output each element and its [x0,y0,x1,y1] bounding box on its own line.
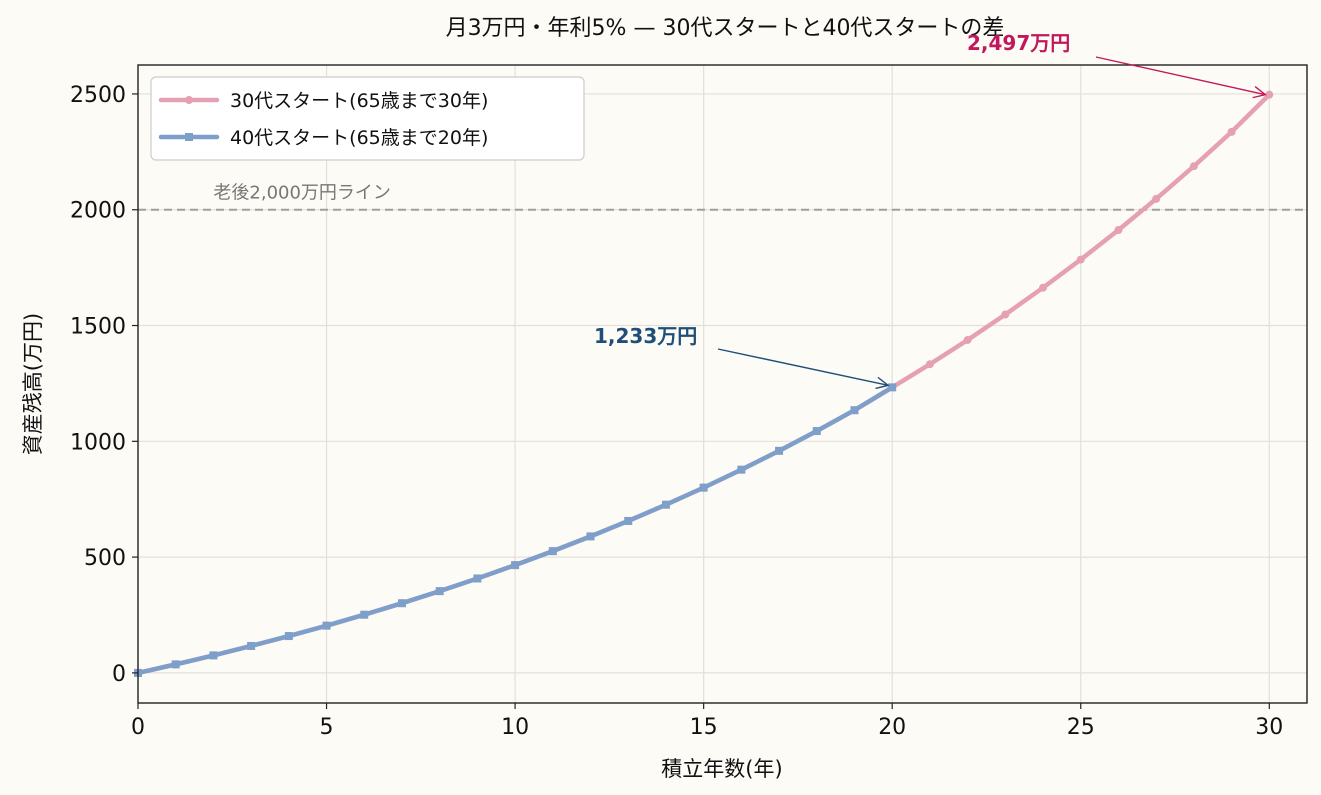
x-tick-label: 20 [878,715,906,740]
annotation-arrow-40s [717,348,889,387]
series-point-0 [1189,162,1198,171]
series-point-1 [284,632,293,641]
series-point-1 [360,610,369,619]
series-point-0 [1265,90,1274,99]
series-point-0 [1152,194,1161,203]
series-point-0 [1227,127,1236,136]
series-point-0 [1039,283,1048,292]
y-tick-label: 2500 [70,83,126,108]
x-tick-label: 5 [320,715,334,740]
series-point-1 [586,532,595,541]
series-point-1 [699,483,708,492]
x-axis-ticks: 0 5 10 15 20 25 30 [131,703,1283,740]
legend-swatch-marker-40s [185,133,193,141]
series-point-1 [661,500,670,509]
chart-title: 月3万円・年利5% — 30代スタートと40代スタートの差 [446,16,1005,41]
annotation-arrow-30s-head [1252,86,1267,99]
reference-line-group: 老後2,000万円ライン [138,183,1307,211]
series-point-1 [473,574,482,583]
legend-box [150,76,585,161]
series-point-1 [435,587,444,596]
series-point-1 [397,599,406,608]
series-point-1 [775,446,784,455]
series-point-1 [548,547,557,556]
annotation-arrow-30s [1095,56,1266,96]
annotation-40s-final: 1,233万円 [594,324,697,348]
y-tick-label: 500 [84,546,126,571]
series-point-1 [511,561,520,570]
y-axis-label: 資産残高(万円) [21,313,45,455]
series-point-1 [737,465,746,474]
legend: 30代スタート(65歳まで30年) 40代スタート(65歳まで20年) [150,76,585,161]
plot-frame [137,64,1308,704]
series-point-0 [925,360,934,369]
legend-swatch-marker-30s [185,96,193,104]
series-point-1 [322,621,331,630]
annotation-30s-final: 2,497万円 [967,31,1070,55]
legend-label-40s: 40代スタート(65歳まで20年) [230,127,488,149]
y-tick-label: 0 [112,662,126,687]
y-tick-label: 1500 [70,315,126,340]
annotation-arrow-40s-head [875,376,890,390]
x-tick-label: 10 [501,715,529,740]
series-point-1 [247,641,256,650]
series-point-1 [850,406,859,415]
series-point-0 [1001,310,1010,319]
series-point-1 [209,651,218,660]
series-point-1 [812,427,821,436]
series-point-0 [1114,226,1123,234]
series-point-0 [1076,255,1085,264]
x-axis-label: 積立年数(年) [661,757,782,781]
x-tick-label: 15 [690,715,718,740]
y-tick-label: 2000 [70,199,126,224]
x-tick-label: 30 [1255,715,1283,740]
legend-label-30s: 30代スタート(65歳まで30年) [230,90,488,112]
reference-line-label: 老後2,000万円ライン [213,183,391,204]
plot-background [138,65,1307,703]
series-point-1 [624,516,633,525]
series-group [134,90,1274,677]
series-point-1 [888,383,897,392]
x-tick-label: 25 [1067,715,1095,740]
y-axis-ticks: 0 500 1000 1500 2000 2500 [70,83,138,687]
y-tick-label: 1000 [70,430,126,455]
series-point-0 [963,335,972,344]
annotations: 1,233万円 2,497万円 [594,31,1267,390]
plot-area: 老後2,000万円ライン [134,64,1308,704]
x-tick-label: 0 [131,715,145,740]
series-point-1 [171,660,180,669]
